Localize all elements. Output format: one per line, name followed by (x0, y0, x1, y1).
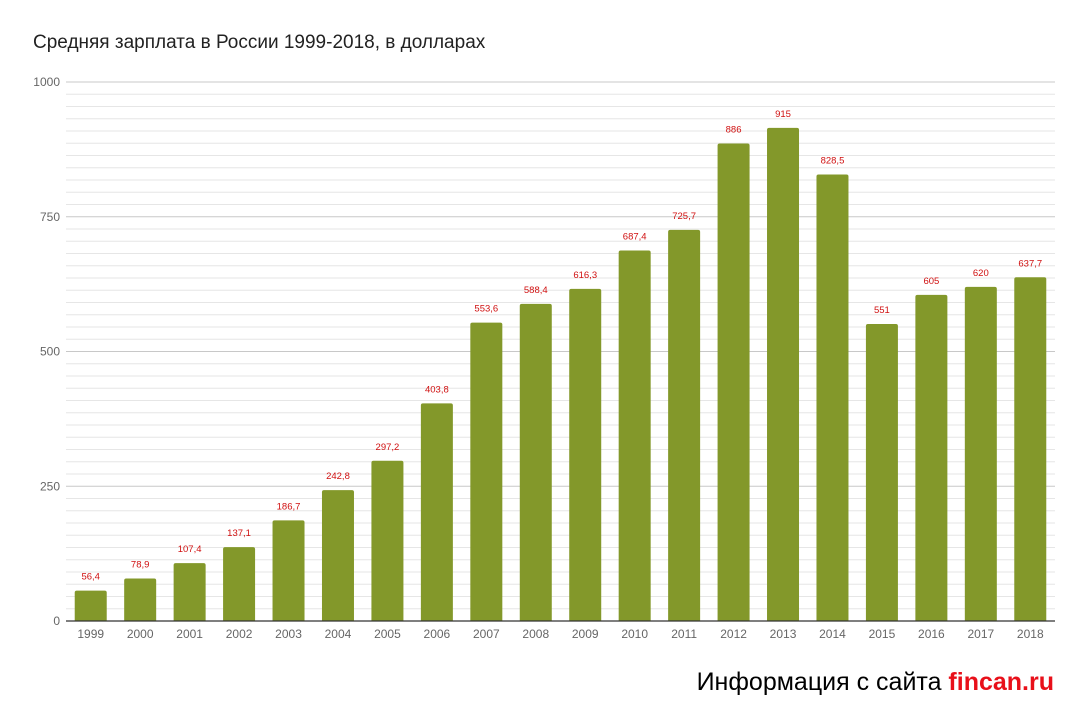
source-caption: Информация с сайта fincan.ru (697, 668, 1054, 697)
y-tick-label: 750 (40, 210, 60, 224)
data-label: 242,8 (326, 471, 350, 482)
bar-2003 (272, 520, 305, 621)
data-label: 588,4 (524, 285, 548, 296)
data-label: 725,7 (672, 211, 696, 222)
bar-2006 (420, 403, 453, 621)
x-tick-label: 2018 (1017, 627, 1044, 641)
bar-2011 (668, 229, 701, 621)
x-tick-label: 2008 (522, 627, 549, 641)
data-label: 107,4 (178, 544, 202, 555)
x-tick-label: 2003 (275, 627, 302, 641)
bar-2001 (173, 563, 206, 621)
data-label: 403,8 (425, 384, 449, 395)
data-label: 78,9 (131, 559, 150, 570)
chart-title: Средняя зарплата в России 1999-2018, в д… (33, 32, 486, 53)
bar-2007 (470, 322, 503, 621)
x-tick-label: 2013 (770, 627, 797, 641)
bar-2004 (321, 490, 354, 621)
x-tick-label: 2014 (819, 627, 846, 641)
bar-2013 (767, 127, 800, 621)
x-tick-label: 2005 (374, 627, 401, 641)
bar-1999 (74, 590, 107, 621)
bar-2016 (915, 294, 948, 621)
x-tick-label: 2012 (720, 627, 747, 641)
data-label: 637,7 (1018, 258, 1042, 269)
bar-2005 (371, 460, 404, 621)
x-tick-label: 1999 (77, 627, 104, 641)
bar-2002 (223, 547, 256, 621)
data-label: 687,4 (623, 231, 647, 242)
y-tick-label: 250 (40, 479, 60, 493)
x-tick-label: 2002 (226, 627, 253, 641)
bar-2018 (1014, 277, 1047, 621)
data-label: 553,6 (474, 304, 498, 315)
x-tick-label: 2017 (967, 627, 994, 641)
x-tick-label: 2009 (572, 627, 599, 641)
data-label: 551 (874, 305, 890, 316)
data-label: 828,5 (821, 155, 845, 166)
bar-2008 (519, 303, 552, 621)
data-label: 886 (726, 124, 742, 135)
x-tick-label: 2000 (127, 627, 154, 641)
bar-2009 (569, 288, 602, 621)
data-label: 605 (923, 276, 939, 287)
source-brand[interactable]: fincan.ru (948, 668, 1054, 696)
data-label: 297,2 (376, 442, 400, 453)
x-tick-label: 2011 (671, 627, 697, 641)
bar-2010 (618, 250, 651, 621)
x-tick-label: 2010 (621, 627, 648, 641)
data-label: 620 (973, 268, 989, 279)
x-tick-label: 2001 (176, 627, 203, 641)
x-tick-label: 2015 (869, 627, 896, 641)
x-tick-label: 2016 (918, 627, 945, 641)
data-label: 616,3 (573, 270, 597, 281)
x-tick-label: 2006 (424, 627, 451, 641)
data-label: 56,4 (81, 572, 100, 583)
y-tick-label: 0 (53, 614, 60, 628)
data-label: 137,1 (227, 528, 251, 539)
source-prefix: Информация с сайта (696, 668, 949, 696)
bar-2012 (717, 143, 750, 622)
y-tick-label: 500 (40, 345, 60, 359)
bar-2000 (124, 578, 157, 621)
data-label: 915 (775, 109, 791, 120)
y-tick-label: 1000 (33, 75, 60, 89)
bar-2014 (816, 174, 849, 621)
data-label: 186,7 (277, 501, 301, 512)
x-tick-label: 2004 (325, 627, 352, 641)
x-tick-label: 2007 (473, 627, 500, 641)
bar-2017 (964, 286, 997, 621)
bar-2015 (865, 324, 898, 621)
